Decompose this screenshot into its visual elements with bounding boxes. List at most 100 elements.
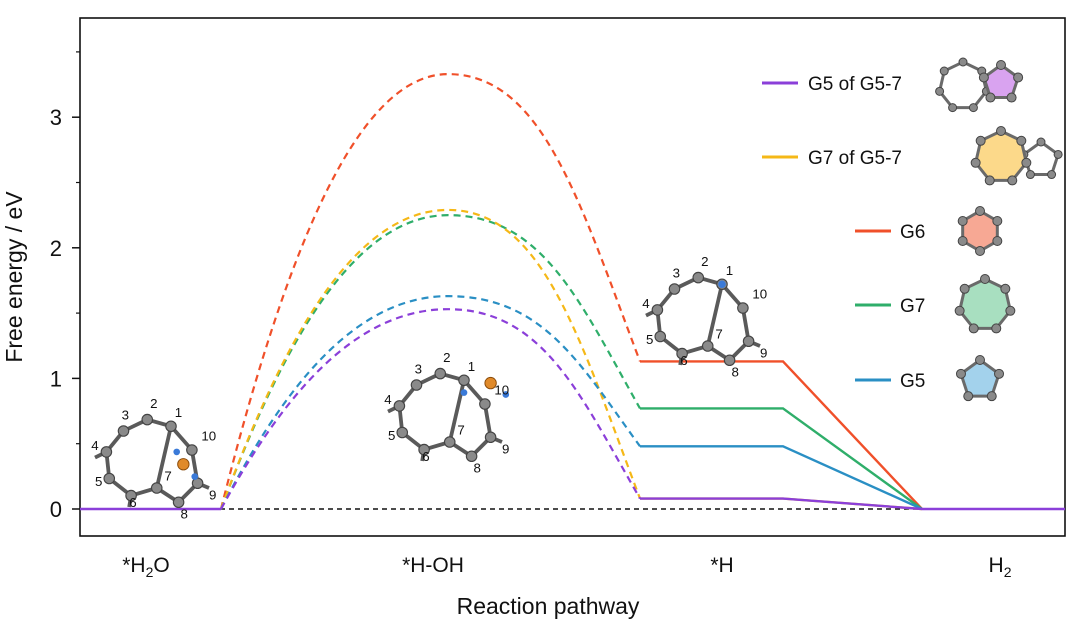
molecule-atom — [172, 496, 185, 509]
atom-number-label: 2 — [701, 254, 708, 269]
legend-icon-atom — [975, 206, 985, 216]
series-barrier-curve — [219, 73, 642, 510]
legend-label: G6 — [900, 222, 925, 243]
legend-icon-atom — [968, 323, 979, 334]
legend-icon-atom — [986, 391, 997, 402]
atom-number-label: 7 — [164, 468, 171, 483]
molecule-atom — [443, 436, 456, 448]
series-intermediate-line — [640, 407, 923, 510]
atom-number-label: 10 — [752, 287, 767, 302]
legend-icon-atom — [980, 274, 990, 284]
atom-number-label: 5 — [95, 474, 102, 489]
legend-icon-atom — [975, 355, 985, 365]
legend-icon-atom — [996, 60, 1006, 70]
legend-icon-atom — [954, 305, 965, 316]
molecule-atom — [737, 302, 749, 314]
legend-icon-atom — [992, 216, 1003, 226]
legend-icon — [955, 355, 1005, 402]
legend-icon-atom — [1007, 175, 1018, 186]
series-intermediate-line — [640, 360, 923, 510]
atom-number-label: 9 — [209, 487, 216, 502]
atom-number-label: 2 — [443, 350, 450, 365]
atom-number-label: 4 — [384, 392, 391, 407]
plot-frame — [79, 17, 1066, 537]
atom-number-label: 8 — [732, 364, 739, 379]
hydrogen-atom — [191, 473, 199, 480]
molecule-bond — [705, 283, 724, 347]
legend-icon-ring — [959, 358, 1001, 398]
legend-icon-atom — [935, 86, 945, 96]
atom-number-label: 7 — [457, 422, 464, 437]
legend-icon — [954, 274, 1016, 334]
atom-number-label: 7 — [715, 326, 722, 341]
legend-icon-atom — [1005, 305, 1016, 316]
series-barrier-curve — [220, 308, 641, 510]
molecule-bond — [154, 425, 173, 489]
molecule-atom — [484, 431, 497, 444]
oxygen-atom — [177, 458, 190, 471]
series-intermediate-line — [640, 445, 923, 511]
atom-number-label: 1 — [468, 359, 475, 374]
molecule-atom — [117, 425, 130, 437]
legend-icon-atom — [1053, 149, 1063, 159]
legend-icon-atom — [996, 126, 1006, 136]
atom-number-label: 3 — [673, 266, 680, 281]
molecule-atom — [410, 379, 423, 391]
legend-label: G5 — [900, 371, 925, 392]
atom-number-label: 6 — [422, 449, 429, 464]
legend-icon-ring — [961, 209, 999, 253]
legend-icon-atom — [1021, 157, 1032, 168]
molecule-atom — [701, 340, 714, 352]
legend-icon-atom — [991, 323, 1002, 334]
molecule-atom — [692, 271, 705, 284]
molecule-structure-water: 1 2 3 4 5 6 7 8 9 10 — [91, 396, 216, 521]
atom-number-label: 5 — [646, 332, 653, 347]
hydrogen-atom — [718, 280, 726, 289]
molecule-atom — [668, 283, 681, 295]
molecule-atom — [418, 443, 430, 456]
hydrogen-atom — [173, 448, 181, 456]
x-axis-label: Reaction pathway — [457, 593, 640, 619]
y-tick-label: 0 — [50, 497, 62, 522]
oxygen-atom — [484, 376, 497, 390]
molecule-atom — [165, 420, 177, 433]
molecule-atom — [676, 347, 688, 360]
legend-icon-atom — [992, 236, 1003, 246]
hydrogen-atom — [460, 389, 468, 396]
x-tick-label: *H-OH — [402, 554, 464, 577]
legend-label: G5 of G5-7 — [808, 74, 902, 95]
legend-icon-atom — [957, 236, 968, 246]
atom-number-label: 5 — [388, 428, 395, 443]
molecule-atom — [396, 426, 409, 439]
legend-icon-atom — [1000, 283, 1011, 294]
molecule-atom — [458, 374, 470, 387]
atom-number-label: 4 — [91, 438, 98, 453]
legend-icon-atom — [958, 57, 968, 67]
hydrogen-atom — [502, 391, 510, 398]
legend-icon-atom — [970, 157, 981, 168]
atom-number-label: 9 — [760, 345, 767, 360]
legend-icon-atom — [1016, 135, 1027, 146]
atom-number-label: 9 — [502, 441, 509, 456]
atom-number-label: 6 — [129, 495, 136, 510]
molecule-structure-h: 1 2 3 4 5 6 7 8 9 10 — [642, 254, 767, 379]
legend-icon-atom — [963, 391, 974, 402]
legend-icon-atom — [939, 66, 949, 76]
legend-icon-atom — [1006, 92, 1017, 103]
y-axis-label: Free energy / eV — [1, 191, 27, 363]
atom-number-label: 1 — [175, 405, 182, 420]
molecule-atom — [434, 367, 447, 380]
legend-icon-atom — [985, 92, 996, 103]
legend-icon-atom — [1025, 170, 1035, 180]
legend-icon-atom — [984, 175, 995, 186]
series-intermediate-line — [640, 497, 923, 511]
legend-icon-atom — [994, 368, 1005, 379]
molecule-atom — [186, 444, 198, 456]
atom-number-label: 6 — [680, 353, 687, 368]
molecule-atom — [141, 413, 154, 426]
y-tick-label: 3 — [50, 105, 62, 130]
molecule-atom — [103, 472, 116, 485]
legend-icon-atom — [1013, 72, 1024, 83]
series-barrier-curve — [220, 295, 641, 510]
